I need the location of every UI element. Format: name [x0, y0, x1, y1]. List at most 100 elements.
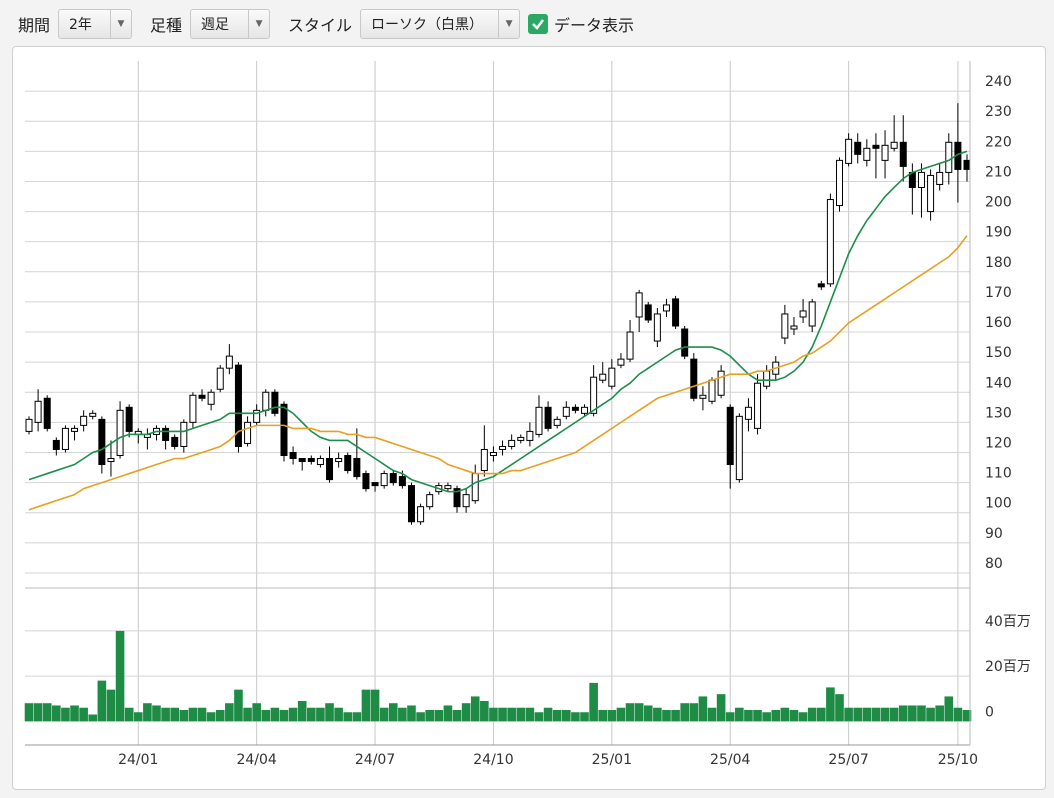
- candle-body: [43, 397, 51, 429]
- volume-bar: [780, 707, 790, 722]
- candle-body: [599, 373, 607, 381]
- volume-bar: [516, 707, 526, 722]
- candle-body: [262, 391, 270, 411]
- y-tick-label: 210: [985, 164, 1012, 180]
- volume-bar: [944, 696, 954, 722]
- candle-body: [617, 358, 625, 366]
- volume-bar: [143, 703, 152, 722]
- y-tick-label: 160: [985, 315, 1012, 331]
- candle-body: [699, 394, 707, 399]
- bar-type-label: 足種: [150, 16, 183, 35]
- candle-body: [526, 430, 534, 441]
- data-display-checkbox[interactable]: [528, 14, 549, 34]
- volume-bar: [616, 707, 626, 722]
- volume-bar: [698, 696, 708, 722]
- volume-bar: [352, 712, 362, 722]
- y-tick-label: 140: [985, 375, 1012, 391]
- volume-bar: [598, 709, 608, 722]
- candle-body: [25, 418, 33, 432]
- candle-body: [872, 144, 880, 149]
- candle-body: [253, 409, 261, 423]
- style-dropdown[interactable]: ローソク（白黒） ▼: [360, 9, 521, 39]
- volume-bar: [917, 705, 926, 722]
- candle-body: [225, 355, 233, 369]
- x-tick-label: 25/10: [938, 752, 978, 768]
- y-tick-label: 90: [985, 526, 1003, 542]
- volume-bar: [680, 703, 689, 722]
- volume-bar: [589, 682, 598, 722]
- volume-bar: [24, 703, 34, 722]
- volume-bar: [225, 703, 234, 722]
- candle-body: [735, 415, 743, 481]
- caret: ▼: [248, 10, 269, 38]
- candle-body: [945, 141, 953, 173]
- volume-bar: [707, 707, 717, 722]
- candle-body: [681, 328, 689, 357]
- candle-body: [289, 451, 297, 460]
- candle-body: [581, 406, 589, 414]
- candle-body: [781, 313, 789, 339]
- candle-body: [271, 391, 279, 414]
- volume-bar: [498, 707, 507, 722]
- volume-bar: [880, 707, 890, 722]
- volume-bar: [33, 703, 43, 722]
- candle-body: [234, 364, 242, 447]
- candle-body: [34, 400, 42, 423]
- y-tick-label: 120: [985, 435, 1012, 451]
- volume-bar: [97, 680, 107, 722]
- volume-bar: [771, 709, 781, 722]
- candle-body: [635, 292, 643, 318]
- volume-bar: [388, 703, 398, 722]
- candle-body: [180, 421, 188, 447]
- volume-bar: [753, 709, 762, 722]
- volume-bar: [643, 705, 653, 722]
- y-tick-label: 40百万: [985, 614, 1031, 630]
- volume-bar: [42, 703, 52, 722]
- candle-body: [471, 473, 479, 502]
- candle-body: [754, 382, 762, 429]
- candle-body: [808, 301, 816, 327]
- candle-body: [125, 406, 133, 432]
- volume-bar: [552, 709, 562, 722]
- volume-bar: [398, 707, 407, 722]
- candle-body: [726, 406, 734, 466]
- candle-body: [489, 451, 497, 456]
- bar-type-value: 週足: [201, 17, 230, 33]
- candle-body: [444, 485, 452, 490]
- volume-bar: [234, 689, 243, 722]
- x-tick-label: 24/04: [236, 752, 276, 768]
- candle-body: [417, 506, 425, 523]
- volume-bar: [161, 707, 170, 722]
- candle-body: [307, 458, 315, 463]
- volume-bar: [52, 705, 61, 722]
- x-tick-label: 25/04: [710, 752, 750, 768]
- candle-body: [171, 436, 179, 447]
- volume-bar: [379, 707, 389, 722]
- y-tick-label: 170: [985, 285, 1012, 301]
- volume-bar: [270, 707, 280, 722]
- volume-bar: [725, 712, 735, 722]
- bar-type-dropdown[interactable]: 週足 ▼: [190, 9, 271, 39]
- volume-bar: [316, 707, 325, 722]
- style-label: スタイル: [288, 16, 353, 35]
- candle-body: [499, 445, 507, 450]
- volume-bar: [862, 707, 872, 722]
- candle-body: [335, 458, 343, 463]
- candle-body: [398, 476, 406, 487]
- y-tick-label: 190: [985, 225, 1012, 241]
- y-tick-label: 200: [985, 195, 1012, 211]
- volume-bar: [580, 712, 589, 722]
- candle-body: [863, 147, 871, 161]
- check-icon: [532, 19, 545, 30]
- period-dropdown[interactable]: 2年 ▼: [58, 9, 133, 39]
- volume-bar: [844, 707, 853, 722]
- candle-body: [61, 427, 69, 450]
- volume-bar: [279, 709, 289, 722]
- y-tick-label: 110: [985, 466, 1012, 482]
- candle-body: [799, 310, 807, 318]
- candle-body: [508, 439, 516, 447]
- candle-body: [890, 141, 898, 149]
- volume-bar: [653, 707, 662, 722]
- volume-bar: [361, 689, 371, 722]
- candle-body: [52, 439, 60, 450]
